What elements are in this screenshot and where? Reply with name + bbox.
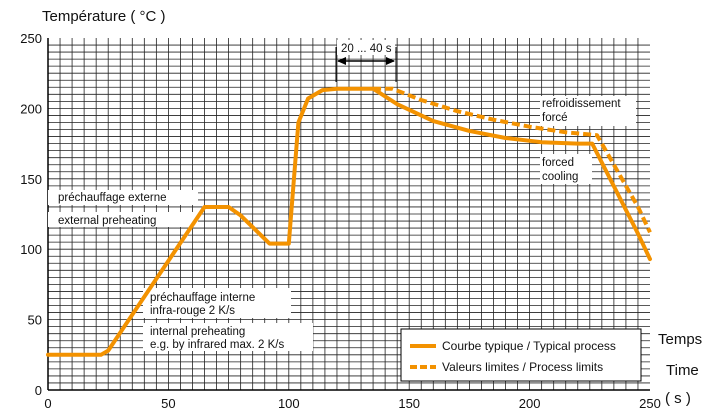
duration-arrow — [335, 47, 397, 82]
annotations: préchauffage externe external preheating… — [48, 40, 636, 351]
y-tick-label: 250 — [20, 31, 42, 46]
annotation-cooling-en-2: cooling — [542, 171, 578, 183]
annotation-internal-preheat-en-1: internal preheating — [150, 326, 245, 338]
x-axis-title-line-2: Time — [666, 362, 699, 379]
series-line-typical — [46, 86, 652, 357]
annotation-internal-preheat-fr-1: préchauffage interne — [150, 292, 255, 304]
x-tick-label: 50 — [161, 396, 175, 411]
y-tick-label: 100 — [20, 242, 42, 257]
annotation-external-preheat-en: external preheating — [58, 215, 156, 227]
annotation-external-preheat-fr: préchauffage externe — [58, 192, 166, 204]
tick-labels: 0 50 100 150 200 250 0 50 100 150 200 250 — [20, 31, 661, 411]
legend-label-typical: Courbe typique / Typical process — [442, 339, 616, 353]
x-tick-label: 250 — [639, 396, 661, 411]
annotation-cooling-fr-2: forcé — [542, 112, 568, 124]
x-tick-label: 0 — [44, 396, 51, 411]
y-tick-label: 50 — [28, 313, 42, 328]
y-tick-label: 200 — [20, 101, 42, 116]
x-tick-label: 200 — [519, 396, 541, 411]
annotation-internal-preheat-fr-2: infra-rouge 2 K/s — [150, 305, 235, 317]
x-axis-title-line-1: Temps — [658, 331, 702, 348]
legend: Courbe typique / Typical process Valeurs… — [400, 328, 642, 382]
series-line-limits — [373, 86, 652, 234]
y-tick-label: 150 — [20, 172, 42, 187]
y-axis-title: Température ( °C ) — [42, 8, 166, 25]
x-tick-label: 100 — [278, 396, 300, 411]
legend-label-limits: Valeurs limites / Process limits — [442, 360, 603, 374]
x-tick-label: 150 — [398, 396, 420, 411]
annotation-duration: 20 ... 40 s — [341, 43, 392, 55]
y-tick-label: 0 — [35, 383, 42, 398]
x-axis-title-line-3: ( s ) — [665, 390, 691, 407]
annotation-cooling-en-1: forced — [542, 157, 574, 169]
annotation-cooling-fr-1: refroidissement — [542, 98, 621, 110]
series-layer — [46, 86, 652, 357]
annotation-internal-preheat-en-2: e.g. by infrared max. 2 K/s — [150, 339, 284, 351]
